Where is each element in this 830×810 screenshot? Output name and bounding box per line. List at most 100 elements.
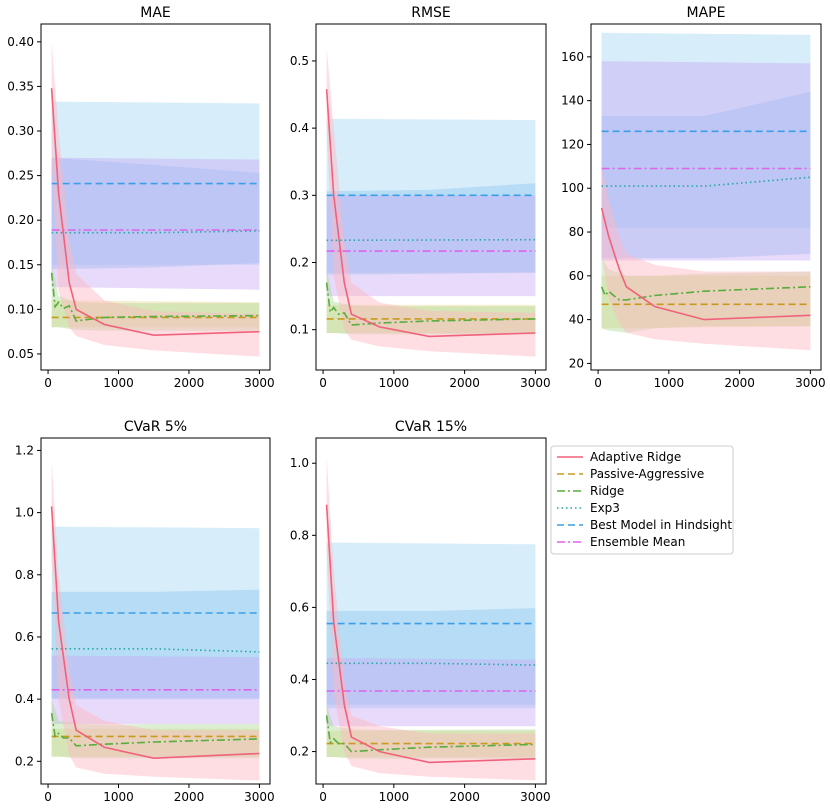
x-tick-label: 1000 [654, 376, 685, 390]
chart-title: RMSE [411, 5, 451, 21]
y-tick-label: 0.2 [15, 754, 34, 768]
exp3-band [326, 542, 536, 709]
legend-label-ridge: Ridge [590, 484, 624, 498]
chart-rmse: RMSE 0 1000 2000 3000 0.1 0.2 0.3 0.4 0.5 [290, 5, 551, 390]
y-tick-label: 0.3 [290, 188, 309, 202]
y-tick-label: 0.2 [290, 256, 309, 270]
y-tick-label: 0.10 [7, 302, 34, 316]
y-tick-label: 0.2 [290, 745, 309, 759]
x-tick-label: 2000 [174, 376, 205, 390]
passive-aggressive-band [51, 300, 260, 328]
ridge-line [325, 282, 536, 326]
x-tick-label: 3000 [244, 790, 275, 804]
chart-cvar-15: CVaR 15% 0 1000 2000 3000 0.2 0.4 0.6 0.8 1.0 [290, 419, 551, 804]
best-model-in-hindsight-band [601, 91, 811, 259]
y-tick-label: 0.25 [7, 169, 34, 183]
y-tick-label: 0.1 [290, 323, 309, 337]
y-tick-label: 0.6 [15, 630, 34, 644]
x-tick-label: 1000 [103, 790, 134, 804]
legend-label-exp3: Exp3 [590, 501, 620, 515]
x-tick-label: 1000 [379, 376, 410, 390]
x-tick-label: 2000 [724, 376, 755, 390]
x-tick-label: 3000 [244, 376, 275, 390]
y-tick-label: 1.0 [15, 506, 34, 520]
y-tick-label: 40 [569, 313, 584, 327]
legend-label-adaptive-ridge: Adaptive Ridge [590, 450, 681, 464]
y-tick-label: 1.0 [290, 456, 309, 470]
adaptive-ridge-band [326, 47, 536, 357]
legend-label-passive-aggressive: Passive-Aggressive [590, 467, 704, 481]
adaptive-ridge-band [51, 459, 260, 781]
chart-title: MAE [140, 5, 171, 21]
x-tick-label: 3000 [520, 376, 551, 390]
adaptive-ridge-line [600, 207, 811, 321]
y-tick-label: 80 [569, 225, 584, 239]
ridge-line [325, 715, 536, 753]
legend: Adaptive Ridge Passive-Aggressive Ridge Exp… [550, 445, 734, 555]
x-tick-label: 2000 [174, 790, 205, 804]
y-tick-label: 0.8 [290, 528, 309, 542]
ridge-line [600, 286, 811, 301]
x-tick-label: 1000 [103, 376, 134, 390]
chart-mape: MAPE 0 1000 2000 3000 20 40 60 80 100 120 140 160 [561, 5, 826, 390]
x-tick-label: 0 [319, 376, 327, 390]
y-tick-label: 120 [561, 137, 584, 151]
axes-frame [40, 23, 271, 371]
ensemble-mean-band [51, 157, 260, 290]
axes-frame [40, 437, 271, 785]
x-tick-label: 3000 [520, 790, 551, 804]
y-tick-label: 1.2 [15, 443, 34, 457]
y-tick-label: 100 [561, 181, 584, 195]
chart-title: CVaR 5% [124, 419, 187, 435]
y-tick-label: 0.4 [290, 121, 309, 135]
x-tick-label: 2000 [449, 790, 480, 804]
chart-mae: MAE 0 1000 2000 3000 0.05 0.10 0.15 0.20 0.25 0.30… [7, 5, 274, 390]
y-tick-label: 0.8 [15, 568, 34, 582]
x-tick-label: 3000 [795, 376, 826, 390]
x-tick-label: 0 [44, 376, 52, 390]
x-tick-label: 0 [594, 376, 602, 390]
exp3-line [326, 238, 536, 242]
y-tick-label: 20 [569, 356, 584, 370]
x-tick-label: 0 [44, 790, 52, 804]
chart-cvar-5: CVaR 5% 0 1000 2000 3000 0.2 0.4 0.6 0.8 1.0 1.2 [15, 419, 275, 804]
ridge-line [50, 272, 260, 322]
y-tick-label: 0.35 [7, 79, 34, 93]
y-tick-label: 0.30 [7, 124, 34, 138]
ridge-band [601, 258, 811, 333]
ensemble-mean-band [326, 657, 536, 727]
y-tick-label: 0.6 [290, 600, 309, 614]
x-tick-label: 2000 [449, 376, 480, 390]
chart-title: CVaR 15% [395, 419, 467, 435]
adaptive-ridge-line [50, 506, 260, 760]
ridge-band [51, 699, 260, 759]
adaptive-ridge-line [50, 88, 260, 337]
axes-frame [315, 23, 547, 371]
y-tick-label: 0.4 [290, 672, 309, 686]
ensemble-mean-band [601, 61, 811, 261]
legend-label-ensemble-mean: Ensemble Mean [590, 535, 685, 549]
best-model-in-hindsight-band [51, 589, 260, 700]
legend-label-best-model-in-hindsight: Best Model in Hindsight [590, 518, 732, 532]
passive-aggressive-band [601, 275, 811, 329]
y-tick-label: 0.15 [7, 258, 34, 272]
exp3-band [601, 32, 811, 228]
y-tick-label: 0.40 [7, 35, 34, 49]
exp3-band [51, 526, 260, 698]
y-tick-label: 0.4 [15, 692, 34, 706]
axes-frame [590, 23, 822, 371]
y-tick-label: 60 [569, 269, 584, 283]
x-tick-label: 1000 [379, 790, 410, 804]
y-tick-label: 0.05 [7, 347, 34, 361]
adaptive-ridge-line [325, 89, 536, 338]
x-tick-label: 0 [319, 790, 327, 804]
best-model-in-hindsight-band [51, 157, 260, 270]
ridge-line [50, 712, 260, 747]
adaptive-ridge-line [325, 504, 536, 764]
best-model-in-hindsight-band [326, 608, 536, 705]
ensemble-mean-band [326, 195, 536, 297]
ridge-band [51, 264, 260, 331]
chart-title: MAPE [687, 5, 726, 21]
